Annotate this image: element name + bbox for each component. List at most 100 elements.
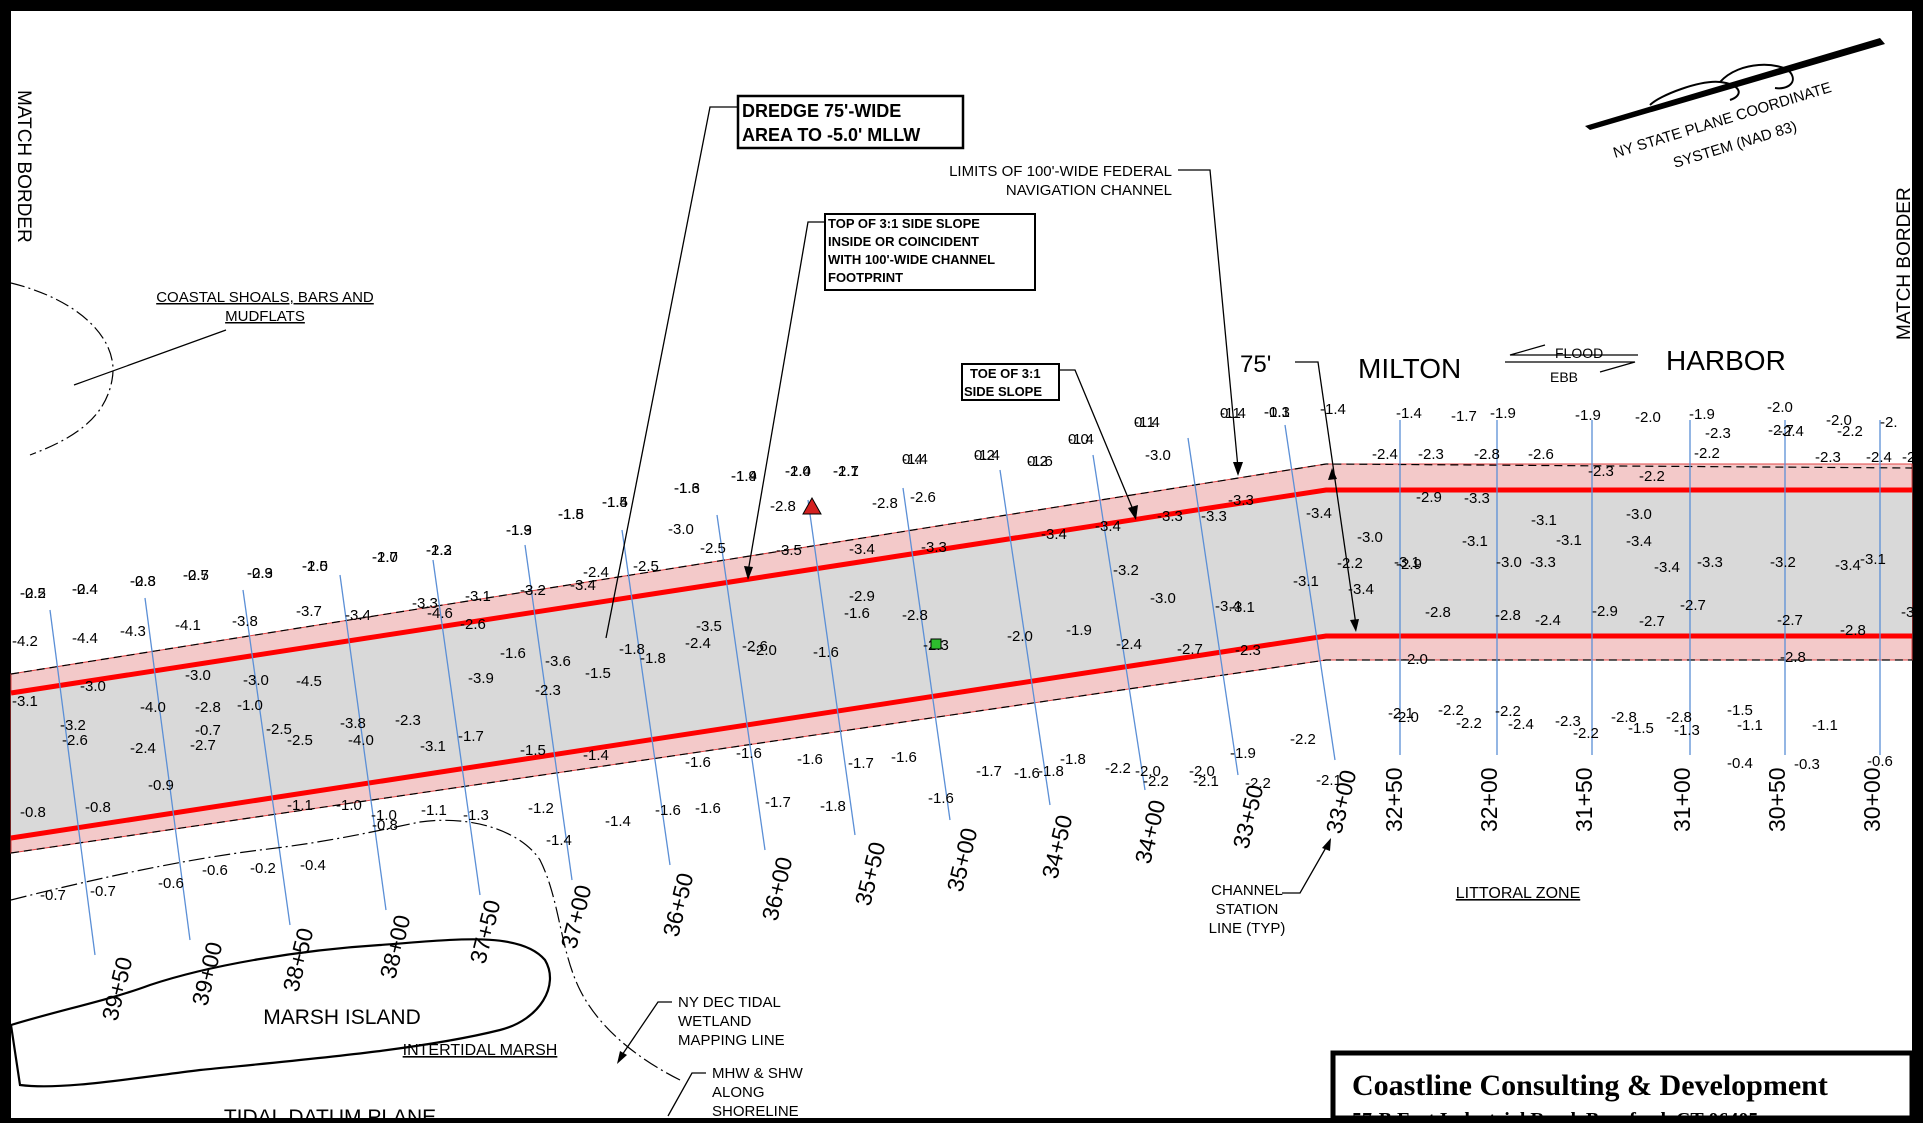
depth-sounding: -1.6: [928, 790, 954, 807]
depth-sounding: -3.2: [1113, 562, 1139, 579]
depth-sounding: -2.7: [372, 549, 398, 566]
depth-sounding: -3.4: [1654, 559, 1680, 576]
depth-sounding: -3.0: [1357, 529, 1383, 546]
depth-sounding: -2.4: [1866, 449, 1892, 466]
depth-sounding: -2.0: [1826, 412, 1852, 429]
depth-sounding: -1.6: [1014, 765, 1040, 782]
depth-sounding: -2.2: [1245, 775, 1271, 792]
depth-sounding: -2.1: [1193, 773, 1219, 790]
depth-sounding: -1.3: [674, 480, 700, 497]
shoals-label-1: COASTAL SHOALS, BARS AND: [156, 289, 374, 306]
tidal-datum-label: TIDAL DATUM PLANE: [224, 1106, 436, 1118]
toe-slope-callout-box: [961, 363, 1060, 401]
depth-sounding: -1.4: [583, 747, 609, 764]
channel-name-milton: MILTON: [1358, 353, 1461, 384]
depth-sounding: -1.9: [1230, 745, 1256, 762]
depth-sounding: -1.4: [1134, 414, 1160, 431]
depth-sounding: -1.5: [520, 742, 546, 759]
depth-sounding: -1.0: [302, 558, 328, 575]
depth-sounding: -3.0: [1496, 554, 1522, 571]
dimension-arrowhead: [1328, 468, 1337, 480]
station-callout-line1: CHANNEL: [1211, 882, 1283, 899]
depth-sounding: -1.5: [585, 665, 611, 682]
depth-sounding: -4.0: [348, 732, 374, 749]
ebb-label: EBB: [1550, 369, 1578, 385]
depth-sounding: -0.2: [250, 860, 276, 877]
depth-sounding: -3.2: [1770, 554, 1796, 571]
top-slope-line4: FOOTPRINT: [828, 270, 903, 285]
depth-sounding: -3.0: [80, 678, 106, 695]
depth-sounding: -2.3: [395, 712, 421, 729]
depth-sounding: -1.4: [602, 494, 628, 511]
depth-sounding: -1.3: [1674, 722, 1700, 739]
mhw-callout-line3: SHORELINE: [712, 1103, 799, 1118]
station-line: [242, 589, 291, 926]
depth-sounding: -1.7: [765, 794, 791, 811]
depth-sounding: -2.4: [1535, 612, 1561, 629]
depth-sounding: -2.8: [1425, 604, 1451, 621]
station-line: [621, 529, 671, 866]
depth-sounding: -1.7: [458, 728, 484, 745]
toe-slope-leader: [1059, 369, 1135, 513]
leader-arrowhead: [1233, 462, 1243, 476]
depth-sounding: -2.9: [1416, 489, 1442, 506]
depth-sounding: -2.2: [1290, 731, 1316, 748]
depth-sounding: -2.3: [130, 573, 156, 590]
depth-sounding: -2.0: [1402, 651, 1428, 668]
depth-sounding: -0.8: [20, 804, 46, 821]
flood-ebb-arrows: [1505, 344, 1638, 373]
depth-sounding: 0.2: [1027, 453, 1048, 470]
depth-sounding: -2.3: [1588, 463, 1614, 480]
depth-sounding: -1.8: [558, 506, 584, 523]
depth-sounding: -2.3: [1418, 446, 1444, 463]
depth-sounding: -2.4: [1778, 423, 1804, 440]
depth-sounding: -1.6: [674, 480, 700, 497]
depth-sounding: -1.1: [1812, 717, 1838, 734]
depth-sounding: -2.0: [1007, 628, 1033, 645]
match-border-right: MATCH BORDER: [1894, 187, 1915, 340]
depth-sounding: -1.9: [1689, 406, 1715, 423]
company-name: Coastline Consulting & Development: [1352, 1069, 1828, 1102]
depth-sounding: -3.1: [12, 693, 38, 710]
depth-sounding: -3.3: [412, 595, 438, 612]
depth-sounding: -1.4: [1320, 401, 1346, 418]
depth-sounding: -1.6: [685, 754, 711, 771]
depth-sounding: -1.6: [695, 800, 721, 817]
station-label: 30+00: [1859, 767, 1885, 832]
top-slope-line1: TOP OF 3:1 SIDE SLOPE: [828, 216, 980, 231]
depth-sounding: -3.3: [921, 539, 947, 556]
station-line: [339, 574, 387, 911]
dec-callout-line1: NY DEC TIDAL: [678, 994, 781, 1011]
depth-sounding: -3.0: [1901, 604, 1923, 621]
dec-callout-leader: [619, 1001, 672, 1059]
station-label: 31+00: [1669, 767, 1695, 832]
channel-edge-north: [10, 487, 1912, 696]
depth-sounding: -3.1: [465, 588, 491, 605]
depth-sounding: -1.3: [463, 807, 489, 824]
depth-sounding: -1.7: [1451, 408, 1477, 425]
depth-sounding: -2.2: [1694, 445, 1720, 462]
depth-sounding: -4.2: [12, 633, 38, 650]
depth-sounding: -3.0: [668, 521, 694, 538]
depth-sounding: -3.1: [1293, 573, 1319, 590]
depth-sounding: -3.2: [520, 582, 546, 599]
depth-sounding: -1.6: [736, 745, 762, 762]
depth-sounding: -3.1: [1394, 554, 1420, 571]
depth-sounding: -2.0: [1135, 763, 1161, 780]
depth-sounding: -1.5: [602, 494, 628, 511]
depth-sounding: -3.4: [1348, 581, 1374, 598]
depth-sounding: -2.8: [1474, 446, 1500, 463]
depth-sounding: -0.1: [1264, 404, 1290, 421]
depth-sounding: -2.6: [1528, 446, 1554, 463]
station-callout-leader: [1282, 843, 1329, 894]
depth-sounding: 0.1: [1134, 414, 1155, 431]
leader-arrowhead: [617, 1051, 627, 1064]
depth-sounding: -0.5: [20, 585, 46, 602]
depth-sounding: -0.9: [148, 777, 174, 794]
depth-sounding: -2.8: [1902, 449, 1923, 466]
depth-sounding: -1.5: [558, 506, 584, 523]
depth-sounding: -0.3: [1794, 756, 1820, 773]
depth-sounding: -3.4: [1215, 598, 1241, 615]
depth-sounding: -2.4: [583, 564, 609, 581]
